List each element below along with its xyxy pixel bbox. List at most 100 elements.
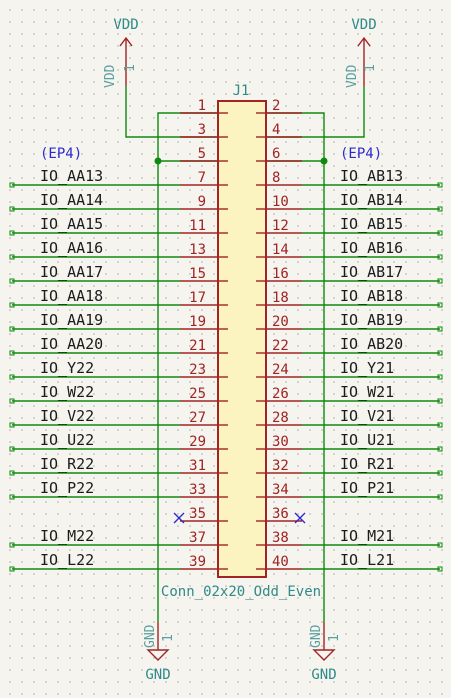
pin-number-left: 39 [189, 554, 206, 570]
net-label-left[interactable]: IO_AA17 [40, 263, 103, 281]
label-anchor-left [9, 206, 15, 212]
pin-number-left: 11 [189, 218, 206, 234]
label-anchor-right [437, 374, 443, 380]
nc-line-b [294, 512, 306, 524]
net-label-right[interactable]: IO_AB13 [340, 167, 403, 185]
label-anchor-right [437, 470, 443, 476]
pin-number-left: 33 [189, 482, 206, 498]
pin-number-right: 30 [272, 434, 289, 450]
pin-number-right: 20 [272, 314, 289, 330]
net-label-right[interactable]: IO_U21 [340, 431, 394, 449]
net-label-left[interactable]: IO_P22 [40, 479, 94, 497]
pin-number-left: 35 [189, 506, 206, 522]
net-label-left[interactable]: IO_L22 [40, 551, 94, 569]
label-anchor-right [437, 398, 443, 404]
pin-number-right: 2 [272, 98, 280, 114]
net-label-left[interactable]: IO_AA16 [40, 239, 103, 257]
gnd-power-symbol-left[interactable]: GND 1 GND [143, 622, 176, 683]
net-label-right[interactable]: IO_AB15 [340, 215, 403, 233]
pin-number-left: 5 [198, 146, 206, 162]
gnd-pin-name-right: GND [309, 624, 324, 648]
net-label-left[interactable]: IO_AA20 [40, 335, 103, 353]
pin-number-left: 17 [189, 290, 206, 306]
gnd-power-symbol-right[interactable]: GND 1 GND [309, 622, 342, 683]
pin-number-right: 10 [272, 194, 289, 210]
gnd-label-right: GND [311, 667, 336, 683]
net-label-left[interactable]: IO_W22 [40, 383, 94, 401]
net-label-left[interactable]: IO_AA15 [40, 215, 103, 233]
vdd-pin-name-left: VDD [103, 64, 118, 88]
net-label-right[interactable]: IO_Y21 [340, 359, 394, 377]
gnd-symbol-left [146, 622, 170, 661]
net-label-right[interactable]: IO_R21 [340, 455, 394, 473]
pin-number-right: 26 [272, 386, 289, 402]
net-label-left[interactable]: IO_AA13 [40, 167, 103, 185]
pin-number-left: 1 [198, 98, 206, 114]
net-label-left[interactable]: IO_AA14 [40, 191, 103, 209]
pin-number-left: 23 [189, 362, 206, 378]
pin-number-right: 4 [272, 122, 280, 138]
net-label-left[interactable]: IO_Y22 [40, 359, 94, 377]
label-anchor-left [9, 494, 15, 500]
label-anchor-right [437, 494, 443, 500]
vdd-power-symbol-right[interactable]: VDD VDD 1 [345, 17, 378, 88]
label-anchor-right [437, 254, 443, 260]
no-connect-pin36[interactable] [294, 512, 306, 524]
net-label-right[interactable]: IO_L21 [340, 551, 394, 569]
pin-number-right: 28 [272, 410, 289, 426]
pin-number-left: 25 [189, 386, 206, 402]
label-anchor-left [9, 566, 15, 572]
pin-stubs [218, 112, 266, 570]
pin-number-right: 22 [272, 338, 289, 354]
label-anchor-left [9, 398, 15, 404]
net-labels: IO_AA13 IO_AB13 IO_AA14 IO_AB14 IO_AA15 IO_AB… [40, 167, 403, 569]
label-anchor-left [9, 326, 15, 332]
junction-right [320, 157, 328, 165]
pin-number-right: 32 [272, 458, 289, 474]
gnd-pin-number-left: 1 [161, 634, 176, 642]
pin-number-left: 3 [198, 122, 206, 138]
refdes-label: J1 [233, 83, 250, 99]
vdd-arrow-right [357, 36, 371, 86]
pin-number-right: 12 [272, 218, 289, 234]
net-label-left[interactable]: IO_AA19 [40, 311, 103, 329]
net-label-left[interactable]: IO_V22 [40, 407, 94, 425]
net-label-right[interactable]: IO_V21 [340, 407, 394, 425]
pin-number-left: 15 [189, 266, 206, 282]
vdd-label-left: VDD [113, 17, 138, 33]
vdd-pin-number-right: 1 [363, 64, 378, 72]
label-anchor-left [9, 422, 15, 428]
net-label-right[interactable]: IO_AB16 [340, 239, 403, 257]
net-label-right[interactable]: IO_AB19 [340, 311, 403, 329]
pin-number-left: 21 [189, 338, 206, 354]
net-label-right[interactable]: IO_AB20 [340, 335, 403, 353]
net-label-right[interactable]: IO_AB14 [340, 191, 403, 209]
label-anchor-right [437, 206, 443, 212]
pin-number-right: 16 [272, 266, 289, 282]
net-wires [9, 182, 443, 572]
pin-number-right: 6 [272, 146, 280, 162]
label-anchor-right [437, 542, 443, 548]
value-label: Conn_02x20_Odd_Even [161, 584, 321, 600]
pin-number-left: 31 [189, 458, 206, 474]
net-label-left[interactable]: IO_AA18 [40, 287, 103, 305]
label-anchor-right [437, 566, 443, 572]
vdd-power-symbol-left[interactable]: VDD VDD 1 [103, 17, 139, 88]
net-label-left[interactable]: IO_U22 [40, 431, 94, 449]
net-label-left[interactable]: IO_R22 [40, 455, 94, 473]
pin-number-right: 34 [272, 482, 289, 498]
net-label-right[interactable]: IO_AB17 [340, 263, 403, 281]
net-label-right[interactable]: IO_AB18 [340, 287, 403, 305]
label-anchor-left [9, 542, 15, 548]
net-label-right[interactable]: IO_P21 [340, 479, 394, 497]
net-label-right[interactable]: IO_M21 [340, 527, 394, 545]
no-connect-pin35[interactable] [173, 512, 185, 524]
net-label-left[interactable]: IO_M22 [40, 527, 94, 545]
net-label-right[interactable]: IO_W21 [340, 383, 394, 401]
pin-number-left: 27 [189, 410, 206, 426]
nc-line-b [173, 512, 185, 524]
pin-number-right: 14 [272, 242, 289, 258]
